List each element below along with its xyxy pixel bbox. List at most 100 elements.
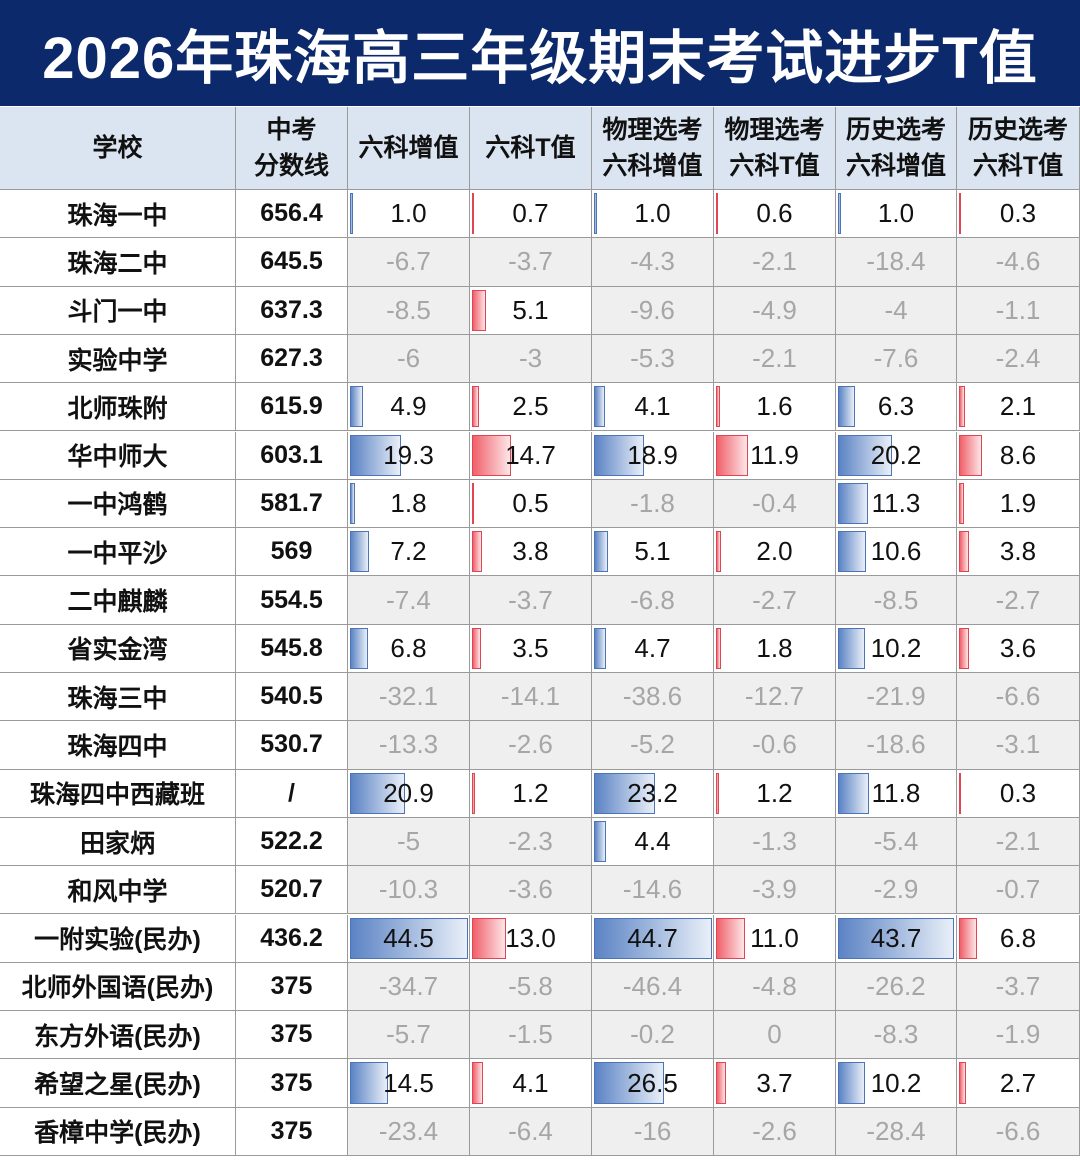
value-cell: 1.9 xyxy=(957,479,1080,529)
value-cell: -4.3 xyxy=(592,238,714,287)
value-cell: -16 xyxy=(592,1107,714,1156)
value-cell: 10.2 xyxy=(836,624,957,673)
cell-value: 13.0 xyxy=(505,922,556,953)
cell-value: -3.9 xyxy=(752,874,797,905)
cell-value: -0.4 xyxy=(752,487,797,518)
cell-value: 4.4 xyxy=(634,826,671,857)
cell-value: -7.6 xyxy=(873,343,919,374)
value-cell: 1.6 xyxy=(714,383,836,432)
data-bar xyxy=(350,482,355,525)
data-bar xyxy=(472,917,507,959)
cell-value: -1.8 xyxy=(630,487,675,518)
data-bar xyxy=(959,772,961,814)
data-bar xyxy=(350,1062,389,1104)
data-bar xyxy=(472,434,511,476)
value-cell: -14.6 xyxy=(592,866,714,915)
value-cell: -8.5 xyxy=(836,576,957,625)
school-name: 北师珠附 xyxy=(0,383,236,432)
data-bar xyxy=(472,386,479,428)
cell-value: -6.7 xyxy=(386,246,431,277)
cell-value: 3.8 xyxy=(512,536,549,567)
cell-value: -2.7 xyxy=(995,584,1041,615)
cell-value: -2.6 xyxy=(752,1115,797,1146)
table: 学校 中考 分数线 六科增值 六科T值 物理选考 六科增值 物理选考 六科T值 历史选考 六… xyxy=(0,107,1080,1165)
cell-value: -4.6 xyxy=(995,246,1041,277)
data-bar xyxy=(594,772,656,814)
value-cell: 0.5 xyxy=(470,479,592,529)
value-cell: 0.3 xyxy=(957,769,1080,818)
cell-value: 7.2 xyxy=(390,536,427,567)
cutoff-score: 540.5 xyxy=(236,673,348,722)
value-cell: -5.4 xyxy=(836,817,957,867)
value-cell: 2.5 xyxy=(470,383,592,432)
value-cell: -7.4 xyxy=(348,576,470,625)
cell-value: -1.3 xyxy=(752,826,797,857)
value-cell: 0.7 xyxy=(470,190,592,239)
cell-value: 6.8 xyxy=(390,632,427,663)
cell-value: 44.5 xyxy=(383,922,434,953)
value-cell: 44.5 xyxy=(348,914,470,963)
value-cell: -5.8 xyxy=(470,962,592,1012)
column-header: 物理选考 六科T值 xyxy=(714,107,836,190)
cell-value: -3.1 xyxy=(995,729,1041,760)
cell-value: -2.1 xyxy=(995,826,1041,857)
value-cell: -2.6 xyxy=(714,1107,836,1156)
value-cell: -3.7 xyxy=(470,576,592,625)
cell-value: 0.3 xyxy=(999,198,1037,229)
cell-value: -2.6 xyxy=(508,729,553,760)
cell-value: -5.7 xyxy=(386,1019,431,1050)
cell-value: 43.7 xyxy=(870,922,922,953)
cell-value: -16 xyxy=(633,1115,672,1146)
value-cell: 11.3 xyxy=(836,479,957,529)
value-cell: -1.1 xyxy=(957,286,1080,335)
value-cell: 14.7 xyxy=(470,431,592,480)
school-name: 二中麒麟 xyxy=(0,576,236,625)
data-bar xyxy=(838,482,868,525)
cell-value: 18.9 xyxy=(627,439,678,470)
cell-value: -1.1 xyxy=(995,294,1041,325)
value-cell: -5.2 xyxy=(592,721,714,770)
data-bar xyxy=(959,386,965,428)
cell-value: -1.5 xyxy=(508,1019,553,1050)
value-cell: -32.1 xyxy=(348,673,470,722)
value-cell: -4 xyxy=(836,286,957,335)
value-cell: -0.6 xyxy=(714,721,836,770)
cutoff-score: 627.3 xyxy=(236,334,348,384)
school-name: 珠海三中 xyxy=(0,673,236,722)
data-bar xyxy=(350,627,369,669)
value-cell: 20.2 xyxy=(836,431,957,480)
cutoff-score: 603.1 xyxy=(236,431,348,480)
school-name: 一中平沙 xyxy=(0,528,236,577)
cutoff-score: 375 xyxy=(236,1059,348,1108)
value-cell: -2.9 xyxy=(836,866,957,915)
value-cell: -6.6 xyxy=(957,1107,1080,1156)
value-cell: 13.0 xyxy=(470,914,592,963)
data-bar xyxy=(716,434,748,476)
data-bar xyxy=(350,434,402,476)
cell-value: 4.9 xyxy=(390,391,427,422)
value-cell: 2.1 xyxy=(957,383,1080,432)
value-cell: -34.7 xyxy=(348,962,470,1012)
value-cell: -3.6 xyxy=(470,866,592,915)
value-cell: 6.8 xyxy=(957,914,1080,963)
cell-value: -46.4 xyxy=(622,970,683,1001)
data-bar xyxy=(959,627,969,669)
column-header: 中考 分数线 xyxy=(236,107,348,190)
cutoff-score: 375 xyxy=(236,962,348,1012)
data-bar xyxy=(350,917,468,959)
cell-value: -9.6 xyxy=(630,294,675,325)
cutoff-score: 375 xyxy=(236,1011,348,1060)
cell-value: -6 xyxy=(396,343,421,374)
cell-value: 11.9 xyxy=(750,439,799,470)
cell-value: -12.7 xyxy=(744,681,805,712)
value-cell: -2.3 xyxy=(470,817,592,867)
value-cell: 1.0 xyxy=(592,190,714,239)
cell-value: -3 xyxy=(518,343,543,374)
school-name: 和风中学 xyxy=(0,866,236,915)
value-cell: 3.5 xyxy=(470,624,592,673)
cell-value: -14.6 xyxy=(622,874,683,905)
value-cell: 1.2 xyxy=(470,769,592,818)
cell-value: -5.3 xyxy=(630,343,675,374)
value-cell: 18.9 xyxy=(592,431,714,480)
cell-value: 44.7 xyxy=(627,922,678,953)
